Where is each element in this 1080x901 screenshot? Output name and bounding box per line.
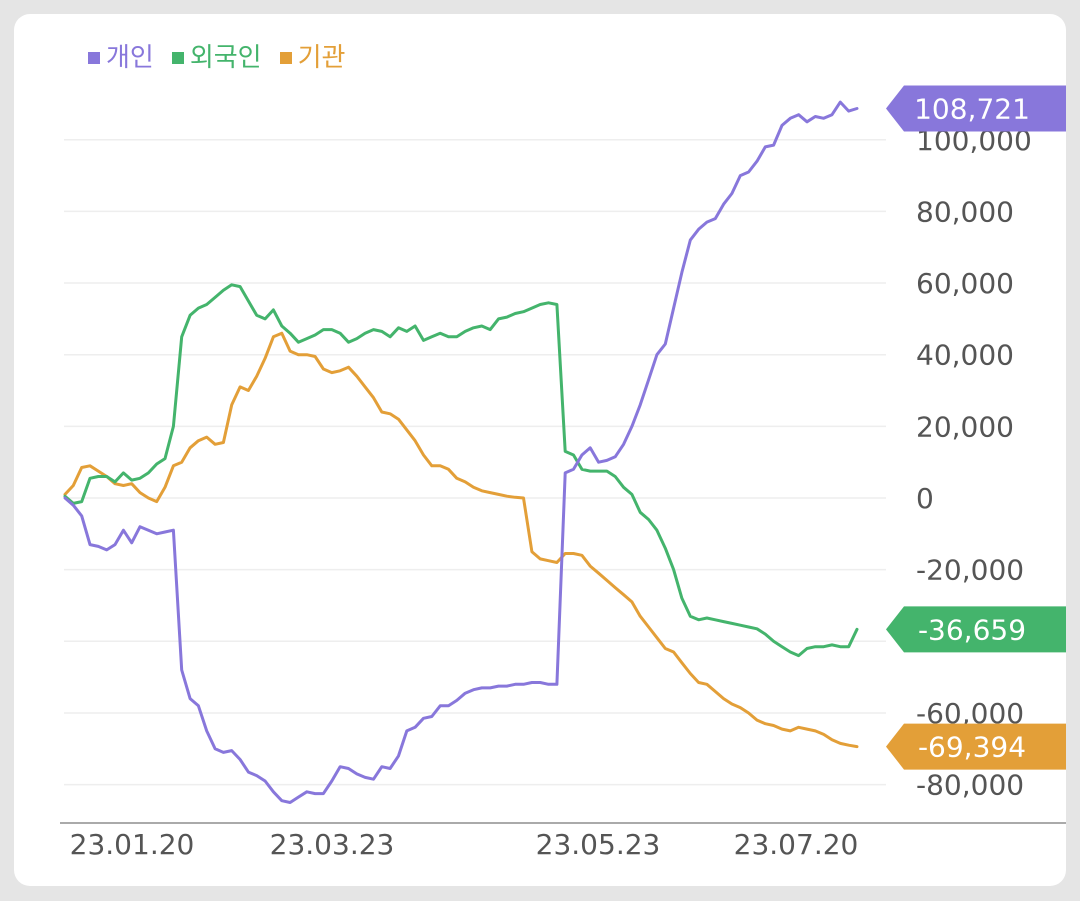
x-axis-labels: 23.01.20 23.03.23 23.05.23 23.07.20 bbox=[70, 828, 859, 861]
last-value-tags: 108,721 -36,659 -69,394 bbox=[886, 85, 1066, 770]
y-tick-label: 60,000 bbox=[916, 267, 1014, 300]
legend-item-individual[interactable]: 개인 bbox=[88, 40, 154, 76]
series-line-1 bbox=[63, 283, 859, 658]
last-value-tag-2 bbox=[886, 723, 1066, 770]
x-tick-label: 23.03.23 bbox=[270, 828, 395, 861]
y-tick-label: -20,000 bbox=[916, 554, 1024, 587]
legend-item-institution[interactable]: 기관 bbox=[279, 40, 346, 76]
last-value-label-0: 108,721 bbox=[914, 93, 1030, 126]
series-line-2 bbox=[63, 331, 859, 749]
y-tick-label: 80,000 bbox=[916, 195, 1014, 228]
legend-swatch-institution bbox=[279, 52, 292, 64]
series-lines bbox=[63, 100, 859, 804]
legend-swatch-foreigner bbox=[171, 52, 184, 64]
legend-label-individual: 개인 bbox=[106, 43, 154, 73]
y-axis-labels: 100,00080,00060,00040,00020,0000-20,000-… bbox=[916, 124, 1032, 802]
legend-swatch-individual bbox=[88, 52, 100, 64]
line-chart: 100,00080,00060,00040,00020,0000-20,000-… bbox=[60, 85, 1066, 861]
chart-card: 개인 외국인 기관 100,000 80,000 60,000 40,000 20,00… bbox=[14, 14, 1066, 886]
chart-legend: 개인 외국인 기관 bbox=[88, 40, 345, 76]
y-tick-label: 0 bbox=[916, 482, 934, 515]
last-value-label-2: -69,394 bbox=[918, 731, 1026, 764]
x-tick-label: 23.01.20 bbox=[70, 828, 195, 861]
x-tick-label: 23.07.20 bbox=[734, 828, 859, 861]
last-value-tag-0 bbox=[886, 85, 1066, 132]
series-line-0 bbox=[63, 100, 859, 804]
last-value-tag-1 bbox=[886, 606, 1066, 653]
legend-item-foreigner[interactable]: 외국인 bbox=[171, 40, 262, 76]
y-tick-label: 20,000 bbox=[916, 410, 1014, 443]
y-tick-label: 40,000 bbox=[916, 339, 1014, 372]
legend-label-foreigner: 외국인 bbox=[189, 43, 262, 73]
legend-label-institution: 기관 bbox=[297, 43, 346, 73]
last-value-label-1: -36,659 bbox=[918, 613, 1026, 646]
y-tick-label: -80,000 bbox=[916, 769, 1024, 802]
x-tick-label: 23.05.23 bbox=[536, 828, 661, 861]
